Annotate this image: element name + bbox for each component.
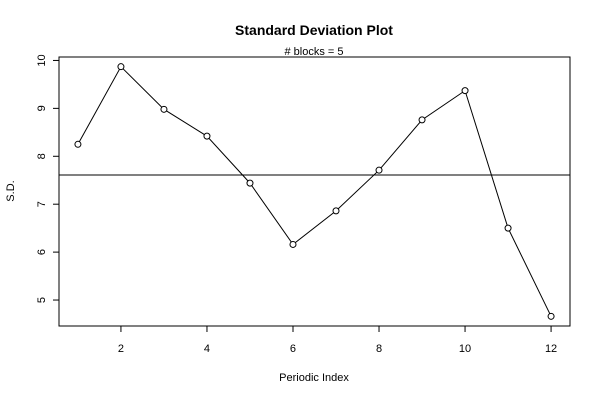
x-tick-label: 12	[545, 343, 557, 355]
data-point	[418, 116, 426, 124]
x-tick-label: 4	[204, 343, 210, 355]
data-point	[289, 240, 297, 248]
data-point	[74, 140, 82, 148]
y-tick-label: 6	[36, 249, 48, 255]
x-tick-label: 6	[290, 343, 296, 355]
x-tick-label: 10	[459, 343, 471, 355]
y-tick-label: 7	[36, 201, 48, 207]
chart-title: Standard Deviation Plot	[235, 22, 393, 38]
data-point	[246, 179, 254, 187]
data-point	[117, 63, 125, 71]
data-point	[160, 105, 168, 113]
x-tick-label: 8	[376, 343, 382, 355]
data-point	[332, 207, 340, 215]
plot-area	[58, 56, 571, 327]
y-tick-label: 10	[36, 54, 48, 66]
data-point	[461, 87, 469, 95]
y-axis-label: S.D.	[5, 180, 17, 201]
data-point	[375, 166, 383, 174]
y-tick-label: 9	[36, 105, 48, 111]
x-axis-label: Periodic Index	[279, 372, 349, 384]
y-axis: 5 6 7 8 9 10	[36, 54, 60, 303]
x-tick-label: 2	[118, 343, 124, 355]
y-tick-label: 5	[36, 297, 48, 303]
data-point	[203, 132, 211, 140]
series-line	[77, 65, 552, 317]
data-points	[74, 63, 555, 320]
data-point	[504, 224, 512, 232]
data-point	[547, 312, 555, 320]
chart-subtitle: # blocks = 5	[284, 46, 343, 58]
x-axis: 2 4 6 8 10 12	[118, 325, 557, 355]
y-tick-label: 8	[36, 153, 48, 159]
